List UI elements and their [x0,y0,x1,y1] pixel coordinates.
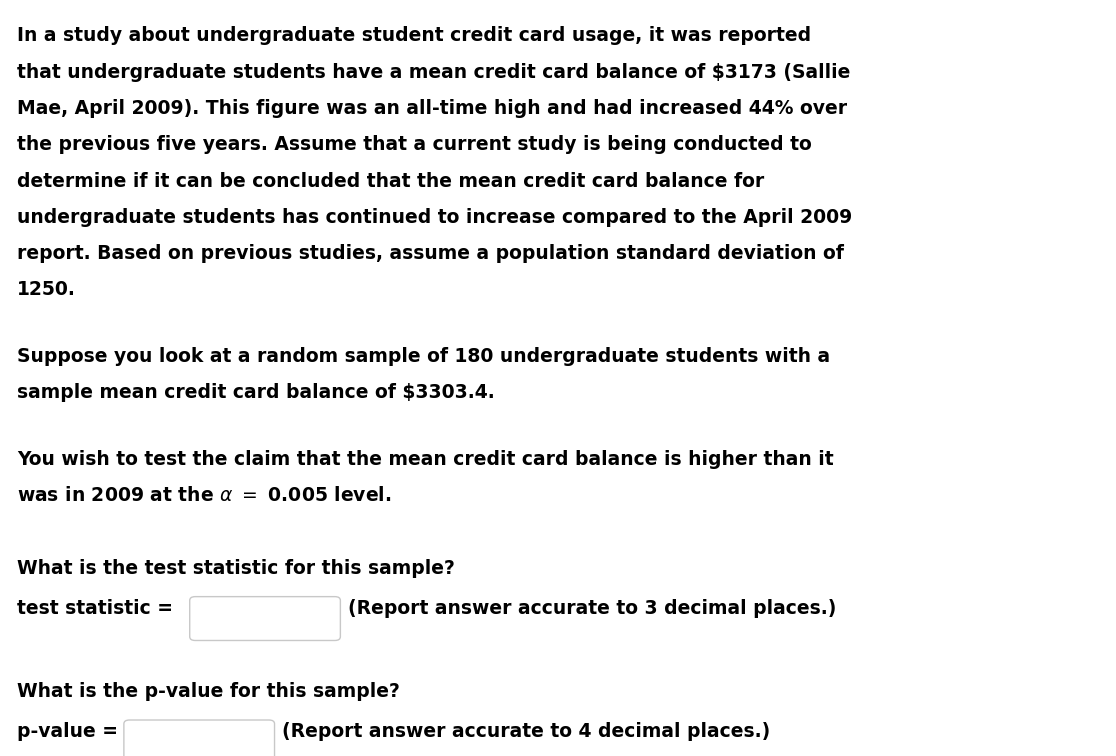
Text: p-value =: p-value = [17,722,118,741]
Text: What is the test statistic for this sample?: What is the test statistic for this samp… [17,559,454,578]
Text: In a study about undergraduate student credit card usage, it was reported: In a study about undergraduate student c… [17,26,811,45]
Text: sample mean credit card balance of $3303.4.: sample mean credit card balance of $3303… [17,383,494,402]
Text: What is the p-value for this sample?: What is the p-value for this sample? [17,682,400,701]
Text: Suppose you look at a random sample of 180 undergraduate students with a: Suppose you look at a random sample of 1… [17,347,830,366]
Text: report. Based on previous studies, assume a population standard deviation of: report. Based on previous studies, assum… [17,244,844,263]
FancyBboxPatch shape [124,720,275,756]
Text: test statistic =: test statistic = [17,599,173,618]
Text: You wish to test the claim that the mean credit card balance is higher than it: You wish to test the claim that the mean… [17,450,834,469]
Text: 1250.: 1250. [17,280,76,299]
Text: (Report answer accurate to 3 decimal places.): (Report answer accurate to 3 decimal pla… [348,599,837,618]
Text: the previous five years. Assume that a current study is being conducted to: the previous five years. Assume that a c… [17,135,811,154]
Text: Mae, April 2009). This figure was an all-time high and had increased 44% over: Mae, April 2009). This figure was an all… [17,99,847,118]
Text: (Report answer accurate to 4 decimal places.): (Report answer accurate to 4 decimal pla… [282,722,770,741]
Text: undergraduate students has continued to increase compared to the April 2009: undergraduate students has continued to … [17,208,852,227]
Text: that undergraduate students have a mean credit card balance of $3173 (Sallie: that undergraduate students have a mean … [17,63,850,82]
Text: was in 2009 at the $\alpha$ $=$ 0.005 level.: was in 2009 at the $\alpha$ $=$ 0.005 le… [17,486,391,505]
Text: determine if it can be concluded that the mean credit card balance for: determine if it can be concluded that th… [17,172,764,191]
FancyBboxPatch shape [190,596,340,640]
